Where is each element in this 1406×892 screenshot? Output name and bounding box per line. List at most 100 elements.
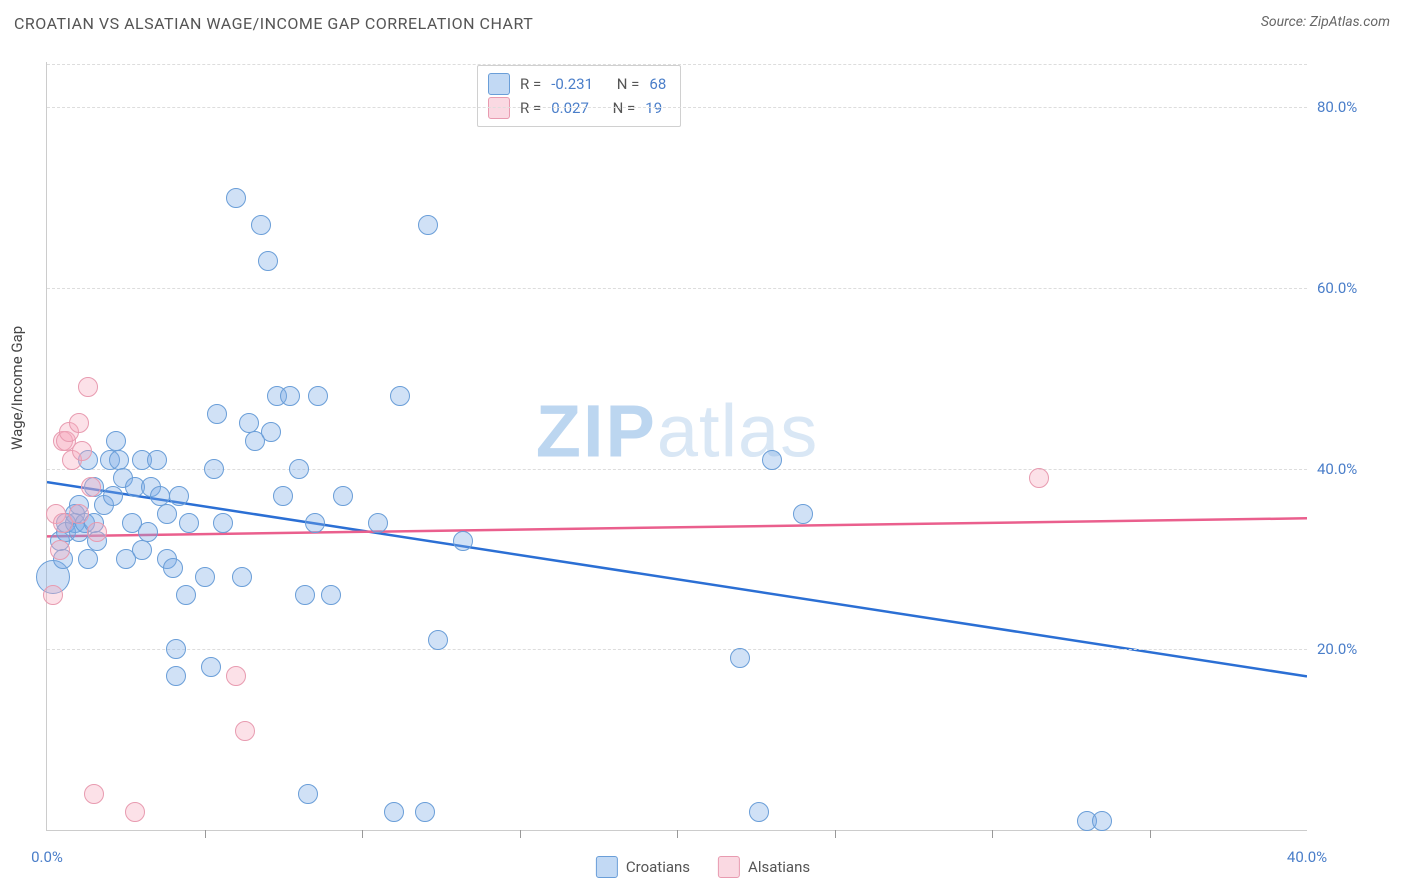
watermark-strong: ZIP bbox=[536, 389, 657, 472]
x-tick bbox=[992, 830, 993, 838]
data-point bbox=[762, 450, 782, 470]
gridline bbox=[47, 469, 1307, 470]
data-point bbox=[166, 666, 186, 686]
data-point bbox=[368, 513, 388, 533]
data-point bbox=[298, 784, 318, 804]
data-point bbox=[147, 450, 167, 470]
data-point bbox=[258, 251, 278, 271]
data-point bbox=[226, 666, 246, 686]
data-point bbox=[72, 441, 92, 461]
data-point bbox=[138, 522, 158, 542]
data-point bbox=[201, 657, 221, 677]
data-point bbox=[295, 585, 315, 605]
data-point bbox=[204, 459, 224, 479]
swatch-icon bbox=[718, 856, 740, 878]
data-point bbox=[84, 784, 104, 804]
data-point bbox=[69, 413, 89, 433]
legend-label: Alsatians bbox=[748, 858, 810, 876]
data-point bbox=[235, 721, 255, 741]
watermark-light: atlas bbox=[657, 389, 818, 472]
data-point bbox=[106, 431, 126, 451]
data-point bbox=[69, 504, 89, 524]
data-point bbox=[308, 386, 328, 406]
data-point bbox=[125, 802, 145, 822]
data-point bbox=[321, 585, 341, 605]
legend-label: Croatians bbox=[626, 858, 690, 876]
x-tick-label: 40.0% bbox=[1287, 848, 1327, 866]
data-point bbox=[78, 549, 98, 569]
data-point bbox=[280, 386, 300, 406]
data-point bbox=[81, 477, 101, 497]
data-point bbox=[453, 531, 473, 551]
legend-stats: R = -0.231 N = 68 R = 0.027 N = 19 bbox=[477, 65, 681, 127]
swatch-icon bbox=[488, 73, 510, 95]
data-point bbox=[333, 486, 353, 506]
data-point bbox=[163, 558, 183, 578]
gridline bbox=[47, 64, 1307, 65]
data-point bbox=[730, 648, 750, 668]
data-point bbox=[418, 215, 438, 235]
data-point bbox=[239, 413, 259, 433]
trend-lines bbox=[47, 62, 1307, 830]
gridline bbox=[47, 649, 1307, 650]
data-point bbox=[132, 540, 152, 560]
trend-line bbox=[47, 518, 1307, 536]
y-axis-label: Wage/Income Gap bbox=[8, 326, 26, 450]
data-point bbox=[261, 422, 281, 442]
data-point bbox=[43, 585, 63, 605]
y-tick-label: 20.0% bbox=[1317, 640, 1387, 658]
data-point bbox=[166, 639, 186, 659]
data-point bbox=[176, 585, 196, 605]
legend-bottom: Croatians Alsatians bbox=[596, 856, 810, 878]
r-value: -0.231 bbox=[551, 72, 593, 96]
x-tick bbox=[205, 830, 206, 838]
data-point bbox=[289, 459, 309, 479]
r-label: R = bbox=[520, 72, 541, 96]
data-point bbox=[78, 377, 98, 397]
data-point bbox=[749, 802, 769, 822]
data-point bbox=[1092, 811, 1112, 831]
data-point bbox=[157, 504, 177, 524]
y-tick-label: 60.0% bbox=[1317, 279, 1387, 297]
source-label: Source: ZipAtlas.com bbox=[1261, 14, 1390, 30]
data-point bbox=[179, 513, 199, 533]
data-point bbox=[428, 630, 448, 650]
data-point bbox=[103, 486, 123, 506]
x-tick bbox=[520, 830, 521, 838]
data-point bbox=[793, 504, 813, 524]
data-point bbox=[169, 486, 189, 506]
data-point bbox=[50, 540, 70, 560]
data-point bbox=[150, 486, 170, 506]
data-point bbox=[1029, 468, 1049, 488]
n-label: N = bbox=[617, 72, 640, 96]
y-tick-label: 40.0% bbox=[1317, 460, 1387, 478]
data-point bbox=[390, 386, 410, 406]
chart-title: CROATIAN VS ALSATIAN WAGE/INCOME GAP COR… bbox=[14, 14, 533, 33]
data-point bbox=[213, 513, 233, 533]
x-tick-label: 0.0% bbox=[31, 848, 63, 866]
x-tick bbox=[362, 830, 363, 838]
data-point bbox=[226, 188, 246, 208]
legend-item: Alsatians bbox=[718, 856, 810, 878]
legend-item: Croatians bbox=[596, 856, 690, 878]
plot-area: ZIPatlas R = -0.231 N = 68 R = 0.027 N =… bbox=[46, 62, 1307, 831]
data-point bbox=[273, 486, 293, 506]
data-point bbox=[305, 513, 325, 533]
x-tick bbox=[1150, 830, 1151, 838]
x-tick bbox=[677, 830, 678, 838]
swatch-icon bbox=[596, 856, 618, 878]
data-point bbox=[232, 567, 252, 587]
y-tick-label: 80.0% bbox=[1317, 98, 1387, 116]
data-point bbox=[207, 404, 227, 424]
x-tick bbox=[835, 830, 836, 838]
data-point bbox=[251, 215, 271, 235]
data-point bbox=[415, 802, 435, 822]
data-point bbox=[384, 802, 404, 822]
data-point bbox=[109, 450, 129, 470]
data-point bbox=[195, 567, 215, 587]
legend-stats-row: R = -0.231 N = 68 bbox=[488, 72, 666, 96]
n-value: 68 bbox=[649, 72, 666, 96]
gridline bbox=[47, 107, 1307, 108]
gridline bbox=[47, 288, 1307, 289]
data-point bbox=[87, 522, 107, 542]
